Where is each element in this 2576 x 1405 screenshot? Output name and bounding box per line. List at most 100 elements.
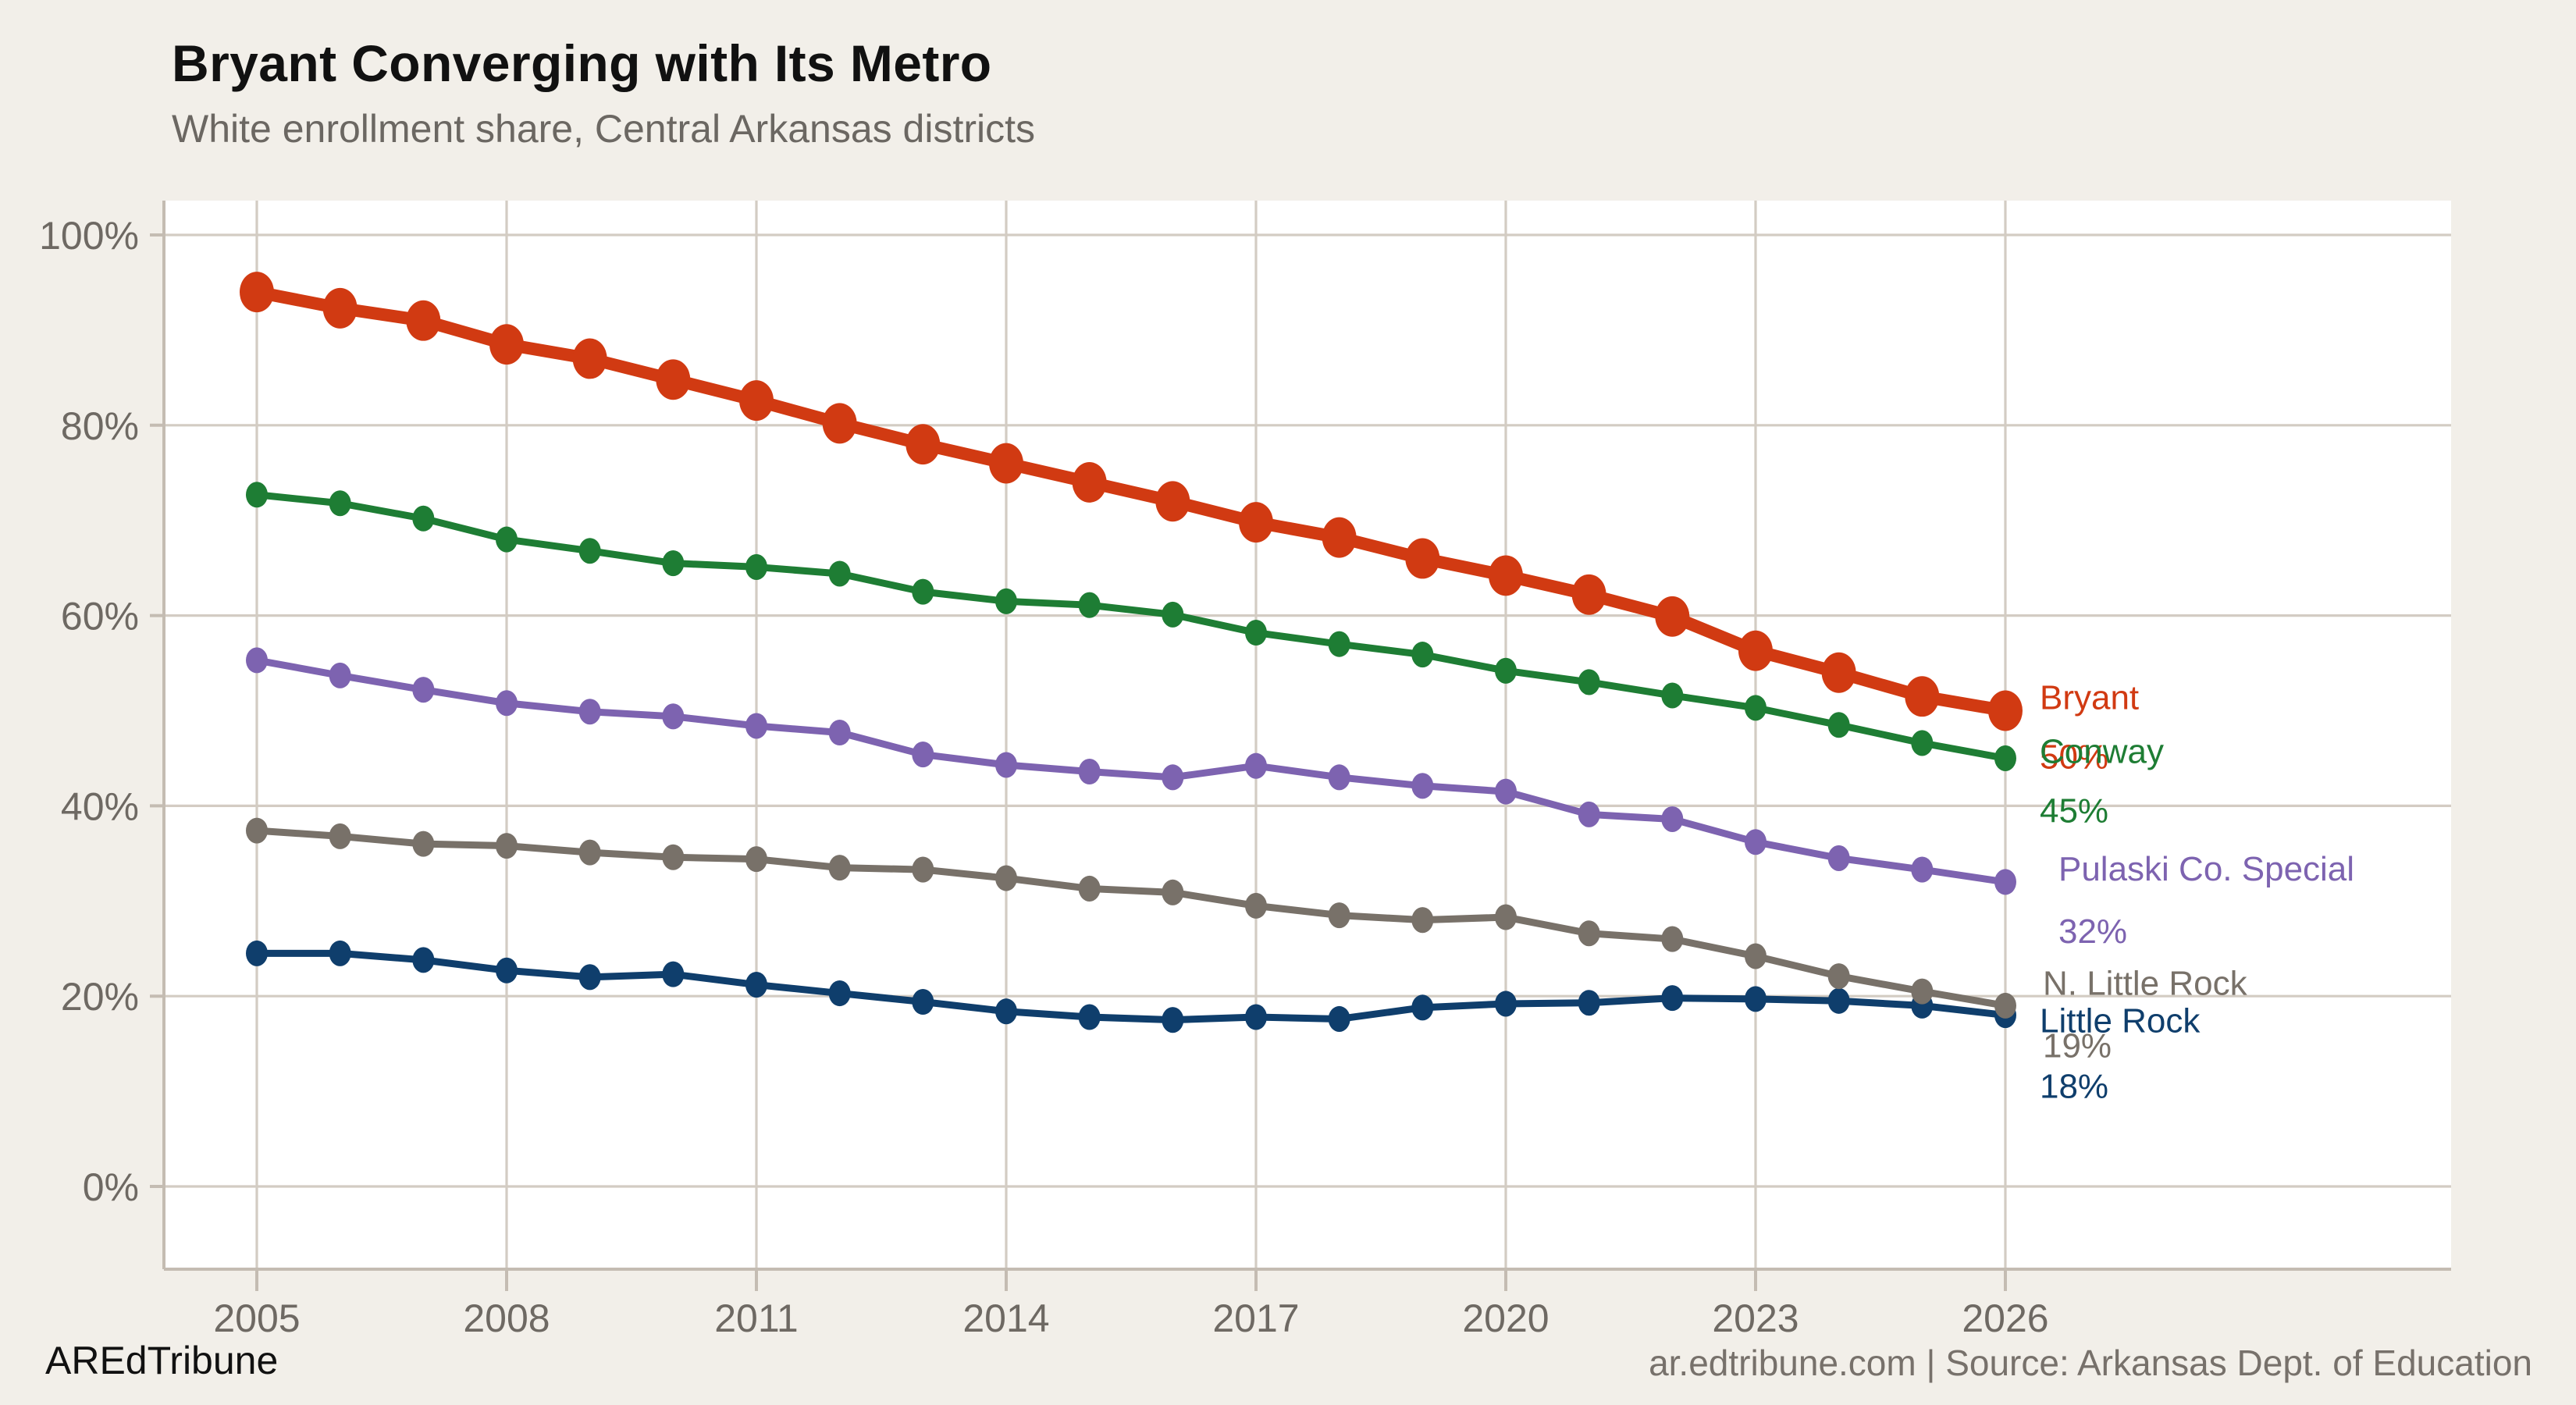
series-label-bryant: Bryant bbox=[2040, 679, 2139, 717]
series-marker-little-rock bbox=[1162, 1007, 1184, 1033]
series-marker-pulaski-co-special bbox=[495, 690, 518, 717]
series-marker-conway bbox=[912, 578, 934, 605]
series-marker-n-little-rock bbox=[246, 817, 268, 844]
series-marker-bryant bbox=[322, 287, 358, 329]
series-line-little-rock bbox=[253, 949, 2009, 1024]
series-marker-n-little-rock bbox=[1078, 875, 1101, 902]
series-marker-little-rock bbox=[412, 947, 435, 973]
series-endpoint-label-conway: 45% bbox=[2040, 791, 2108, 830]
series-marker-pulaski-co-special bbox=[662, 703, 685, 730]
series-marker-conway bbox=[828, 560, 851, 587]
series-marker-n-little-rock bbox=[662, 844, 685, 870]
series-endpoint-label-little-rock: 18% bbox=[2040, 1068, 2108, 1106]
series-marker-pulaski-co-special bbox=[1494, 778, 1517, 805]
series-marker-bryant bbox=[1738, 630, 1773, 671]
series-marker-pulaski-co-special bbox=[246, 647, 268, 674]
series-endpoint-label-pulaski-co-special: 32% bbox=[2058, 912, 2127, 951]
series-marker-bryant bbox=[1821, 652, 1856, 693]
series-marker-bryant bbox=[988, 443, 1023, 484]
brand-footer: AREdTribune bbox=[45, 1339, 279, 1383]
series-marker-pulaski-co-special bbox=[1911, 856, 1934, 883]
series-marker-bryant bbox=[1072, 461, 1107, 503]
series-marker-n-little-rock bbox=[912, 856, 934, 883]
series-label-little-rock: Little Rock bbox=[2040, 1002, 2201, 1040]
series-marker-conway bbox=[1578, 669, 1600, 695]
series-marker-little-rock bbox=[1494, 991, 1517, 1017]
series-marker-n-little-rock bbox=[828, 855, 851, 881]
series-marker-bryant bbox=[1655, 596, 1690, 637]
series-marker-little-rock bbox=[662, 961, 685, 987]
series-marker-n-little-rock bbox=[495, 833, 518, 859]
plot-area bbox=[164, 201, 2451, 1269]
series-marker-bryant bbox=[1987, 690, 2023, 731]
series-marker-little-rock bbox=[994, 998, 1017, 1025]
series-marker-little-rock bbox=[329, 940, 351, 966]
series-marker-pulaski-co-special bbox=[412, 677, 435, 703]
series-marker-conway bbox=[1994, 745, 2016, 771]
series-marker-pulaski-co-special bbox=[745, 713, 767, 739]
series-marker-little-rock bbox=[1661, 985, 1684, 1012]
series-marker-n-little-rock bbox=[994, 865, 1017, 891]
source-footer: ar.edtribune.com | Source: Arkansas Dept… bbox=[1649, 1343, 2532, 1383]
series-marker-pulaski-co-special bbox=[1244, 752, 1267, 779]
series-marker-bryant bbox=[656, 359, 691, 400]
series-marker-n-little-rock bbox=[1578, 920, 1600, 947]
series-marker-pulaski-co-special bbox=[1827, 845, 1850, 871]
series-marker-conway bbox=[1827, 712, 1850, 738]
series-marker-pulaski-co-special bbox=[1078, 758, 1101, 785]
series-marker-n-little-rock bbox=[412, 831, 435, 857]
series-endpoint-label-n-little-rock: 19% bbox=[2043, 1026, 2112, 1065]
series-marker-bryant bbox=[738, 380, 774, 422]
page-subtitle: White enrollment share, Central Arkansas… bbox=[172, 108, 1035, 151]
series-marker-bryant bbox=[572, 338, 607, 379]
series-marker-n-little-rock bbox=[1411, 907, 1434, 934]
series-marker-conway bbox=[412, 505, 435, 532]
series-marker-n-little-rock bbox=[745, 846, 767, 873]
series-marker-pulaski-co-special bbox=[1744, 829, 1767, 855]
series-line-pulaski-co-special bbox=[253, 656, 2009, 886]
series-marker-little-rock bbox=[1744, 986, 1767, 1012]
series-label-n-little-rock: N. Little Rock bbox=[2043, 964, 2248, 1002]
series-marker-bryant bbox=[906, 424, 941, 465]
x-tick-label-2008: 2008 bbox=[463, 1297, 550, 1340]
series-marker-little-rock bbox=[246, 940, 268, 966]
series-marker-little-rock bbox=[745, 972, 767, 998]
series-marker-pulaski-co-special bbox=[1994, 869, 2016, 895]
x-tick-label-2014: 2014 bbox=[962, 1297, 1049, 1340]
series-marker-pulaski-co-special bbox=[1328, 764, 1350, 791]
series-marker-n-little-rock bbox=[1827, 963, 1850, 990]
series-marker-bryant bbox=[1238, 502, 1273, 543]
x-tick-label-2011: 2011 bbox=[714, 1297, 799, 1340]
series-marker-bryant bbox=[1571, 574, 1606, 615]
series-marker-n-little-rock bbox=[329, 823, 351, 849]
series-marker-conway bbox=[1244, 620, 1267, 646]
series-marker-conway bbox=[994, 588, 1017, 614]
x-tick-label-2020: 2020 bbox=[1462, 1297, 1549, 1340]
y-tick-label-100: 100% bbox=[39, 214, 139, 258]
series-marker-little-rock bbox=[1244, 1004, 1267, 1030]
y-tick-label-40: 40% bbox=[61, 784, 139, 828]
x-tick-label-2017: 2017 bbox=[1212, 1297, 1299, 1340]
series-marker-bryant bbox=[1155, 481, 1190, 522]
series-marker-little-rock bbox=[912, 988, 934, 1016]
series-label-pulaski-co-special: Pulaski Co. Special bbox=[2058, 850, 2354, 888]
series-marker-little-rock bbox=[1578, 990, 1600, 1016]
series-marker-conway bbox=[578, 538, 601, 564]
y-tick-label-0: 0% bbox=[83, 1165, 139, 1209]
series-marker-conway bbox=[1911, 730, 1934, 756]
series-marker-little-rock bbox=[1328, 1005, 1350, 1032]
series-marker-n-little-rock bbox=[1994, 992, 2016, 1019]
series-marker-pulaski-co-special bbox=[1162, 764, 1184, 791]
series-line-conway bbox=[253, 491, 2009, 762]
series-marker-pulaski-co-special bbox=[912, 742, 934, 768]
series-marker-bryant bbox=[489, 324, 524, 365]
x-tick-label-2026: 2026 bbox=[1962, 1297, 2048, 1340]
series-marker-little-rock bbox=[1411, 994, 1434, 1021]
series-line-n-little-rock bbox=[253, 827, 2009, 1009]
series-marker-pulaski-co-special bbox=[828, 720, 851, 746]
series-marker-n-little-rock bbox=[1911, 978, 1934, 1005]
series-marker-n-little-rock bbox=[1328, 902, 1350, 929]
series-marker-pulaski-co-special bbox=[994, 752, 1017, 778]
